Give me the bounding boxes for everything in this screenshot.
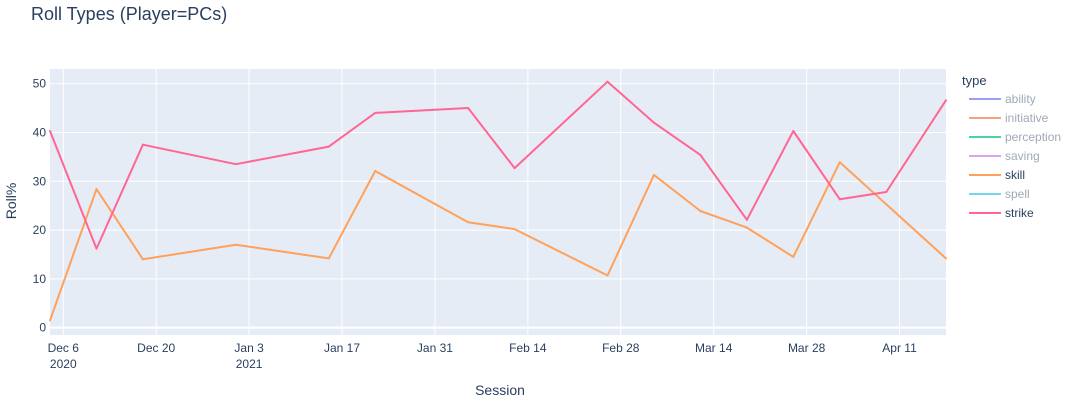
data-point-strike xyxy=(945,99,947,102)
y-tick-label: 40 xyxy=(33,125,47,139)
data-point-skill xyxy=(49,319,51,322)
chart-title: Roll Types (Player=PCs) xyxy=(31,4,227,24)
legend-item-strike[interactable]: strike xyxy=(969,206,1034,220)
data-point-skill xyxy=(792,255,795,258)
data-point-skill xyxy=(745,226,748,229)
legend-item-spell[interactable]: spell xyxy=(969,187,1030,201)
data-point-strike xyxy=(141,143,144,146)
legend-item-ability[interactable]: ability xyxy=(969,92,1036,106)
legend-label: initiative xyxy=(1005,111,1049,125)
legend-label: strike xyxy=(1005,206,1034,220)
data-point-skill xyxy=(652,173,655,176)
data-point-strike xyxy=(95,247,98,250)
x-axis-ticks: Dec 6 2020 Dec 20 Jan 3 2021 Jan 17 Jan 31 Feb … xyxy=(48,341,918,371)
x-tick-label: Apr 11 xyxy=(882,341,917,355)
data-point-strike xyxy=(234,163,237,166)
data-point-skill xyxy=(327,257,330,260)
grid-lines xyxy=(50,69,946,335)
data-point-strike xyxy=(792,129,795,132)
data-point-skill xyxy=(699,210,702,213)
x-tick-label: Mar 14 xyxy=(695,341,733,355)
series-line-strike xyxy=(49,80,947,250)
data-point-skill xyxy=(513,228,516,231)
data-point-strike xyxy=(885,190,888,193)
data-point-strike xyxy=(652,121,655,124)
data-point-skill xyxy=(467,221,470,224)
legend-label: skill xyxy=(1005,168,1025,182)
data-point-strike xyxy=(838,198,841,201)
legend-item-skill[interactable]: skill xyxy=(969,168,1025,182)
data-point-strike xyxy=(467,107,470,110)
data-point-skill xyxy=(606,274,609,277)
legend-label: spell xyxy=(1005,187,1030,201)
x-tick-year-label: 2020 xyxy=(50,357,77,371)
y-tick-label: 10 xyxy=(33,272,47,286)
plot-area xyxy=(50,69,946,335)
legend-label: saving xyxy=(1005,149,1040,163)
x-tick-label: Dec 20 xyxy=(137,341,175,355)
data-point-strike xyxy=(699,153,702,156)
data-point-strike xyxy=(327,145,330,148)
legend-item-perception[interactable]: perception xyxy=(969,130,1061,144)
data-point-skill xyxy=(945,257,947,260)
x-tick-year-label: 2021 xyxy=(236,357,263,371)
legend-item-saving[interactable]: saving xyxy=(969,149,1040,163)
data-point-skill xyxy=(95,188,98,191)
y-tick-label: 50 xyxy=(33,77,47,91)
x-axis-title: Session xyxy=(475,382,525,398)
x-tick-label: Jan 31 xyxy=(417,341,453,355)
data-point-strike xyxy=(49,129,51,132)
x-tick-label: Dec 6 xyxy=(48,341,80,355)
x-tick-label: Feb 28 xyxy=(602,341,640,355)
data-point-strike xyxy=(606,80,609,83)
x-tick-label: Jan 3 xyxy=(234,341,264,355)
y-tick-label: 20 xyxy=(33,223,47,237)
legend-label: ability xyxy=(1005,92,1036,106)
data-point-strike xyxy=(745,218,748,221)
series-lines xyxy=(49,80,947,322)
x-tick-label: Mar 28 xyxy=(788,341,826,355)
y-tick-label: 30 xyxy=(33,174,47,188)
y-tick-label: 0 xyxy=(39,321,46,335)
data-point-skill xyxy=(141,258,144,261)
legend-label: perception xyxy=(1005,130,1061,144)
y-axis-title: Roll% xyxy=(3,183,19,220)
x-tick-label: Feb 14 xyxy=(509,341,547,355)
legend-title: type xyxy=(962,73,987,88)
x-tick-label: Jan 17 xyxy=(324,341,360,355)
data-point-skill xyxy=(234,243,237,246)
y-axis-ticks: 0 10 20 30 40 50 xyxy=(33,77,47,335)
data-point-strike xyxy=(374,111,377,114)
data-point-strike xyxy=(513,167,516,170)
legend-item-initiative[interactable]: initiative xyxy=(969,111,1049,125)
data-point-skill xyxy=(838,161,841,164)
legend: ability initiative perception saving skill sp… xyxy=(969,92,1061,220)
data-point-skill xyxy=(374,170,377,173)
